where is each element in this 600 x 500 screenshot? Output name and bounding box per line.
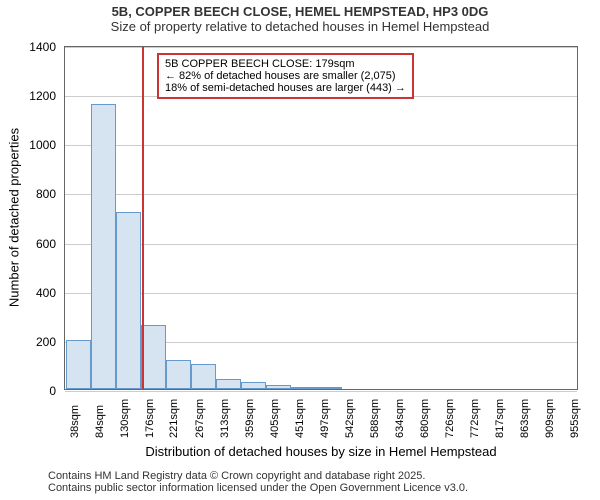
footer-attribution: Contains HM Land Registry data © Crown c… xyxy=(48,470,468,494)
x-tick-label: 38sqm xyxy=(69,405,81,438)
x-tick-label: 221sqm xyxy=(168,399,180,438)
histogram-bar xyxy=(291,387,316,389)
title-line-1: 5B, COPPER BEECH CLOSE, HEMEL HEMPSTEAD,… xyxy=(0,4,600,19)
title-block: 5B, COPPER BEECH CLOSE, HEMEL HEMPSTEAD,… xyxy=(0,0,600,34)
y-tick-label: 400 xyxy=(0,286,56,300)
x-tick-label: 955sqm xyxy=(569,399,581,438)
histogram-bar xyxy=(266,385,291,389)
x-tick-label: 726sqm xyxy=(444,399,456,438)
histogram-bar xyxy=(116,212,141,389)
x-tick-label: 817sqm xyxy=(494,399,506,438)
title-line-2: Size of property relative to detached ho… xyxy=(0,19,600,34)
y-tick-label: 600 xyxy=(0,237,56,251)
histogram-bar xyxy=(166,360,191,389)
histogram-bar xyxy=(66,340,91,389)
footer-line-2: Contains public sector information licen… xyxy=(48,482,468,494)
property-marker-line xyxy=(142,47,144,389)
x-tick-label: 909sqm xyxy=(544,399,556,438)
annotation-callout: 5B COPPER BEECH CLOSE: 179sqm← 82% of de… xyxy=(157,53,414,99)
histogram-bar xyxy=(141,325,166,389)
x-axis-label: Distribution of detached houses by size … xyxy=(64,444,578,459)
y-tick-label: 200 xyxy=(0,335,56,349)
x-tick-label: 863sqm xyxy=(519,399,531,438)
plot-area: 5B COPPER BEECH CLOSE: 179sqm← 82% of de… xyxy=(64,46,578,390)
x-tick-label: 588sqm xyxy=(369,399,381,438)
x-tick-label: 359sqm xyxy=(244,399,256,438)
x-tick-label: 634sqm xyxy=(394,399,406,438)
x-tick-label: 542sqm xyxy=(344,399,356,438)
chart-container: 5B, COPPER BEECH CLOSE, HEMEL HEMPSTEAD,… xyxy=(0,0,600,500)
y-tick-label: 1200 xyxy=(0,89,56,103)
y-tick-label: 1000 xyxy=(0,138,56,152)
x-tick-label: 405sqm xyxy=(269,399,281,438)
histogram-bar xyxy=(317,387,342,389)
x-tick-label: 497sqm xyxy=(319,399,331,438)
x-tick-label: 130sqm xyxy=(119,399,131,438)
histogram-bar xyxy=(216,379,241,389)
histogram-bar xyxy=(241,382,266,389)
annotation-line: 18% of semi-detached houses are larger (… xyxy=(165,82,406,94)
gridline xyxy=(65,391,577,392)
annotation-line: ← 82% of detached houses are smaller (2,… xyxy=(165,70,406,82)
x-tick-label: 84sqm xyxy=(94,405,106,438)
histogram-bar xyxy=(91,104,116,389)
x-tick-label: 680sqm xyxy=(419,399,431,438)
x-tick-label: 772sqm xyxy=(469,399,481,438)
annotation-line: 5B COPPER BEECH CLOSE: 179sqm xyxy=(165,58,406,70)
x-tick-label: 267sqm xyxy=(194,399,206,438)
x-tick-label: 313sqm xyxy=(219,399,231,438)
y-tick-label: 800 xyxy=(0,187,56,201)
histogram-bar xyxy=(191,364,216,389)
y-tick-label: 1400 xyxy=(0,40,56,54)
x-tick-label: 176sqm xyxy=(144,399,156,438)
footer-line-1: Contains HM Land Registry data © Crown c… xyxy=(48,470,468,482)
x-tick-label: 451sqm xyxy=(294,399,306,438)
y-tick-label: 0 xyxy=(0,384,56,398)
